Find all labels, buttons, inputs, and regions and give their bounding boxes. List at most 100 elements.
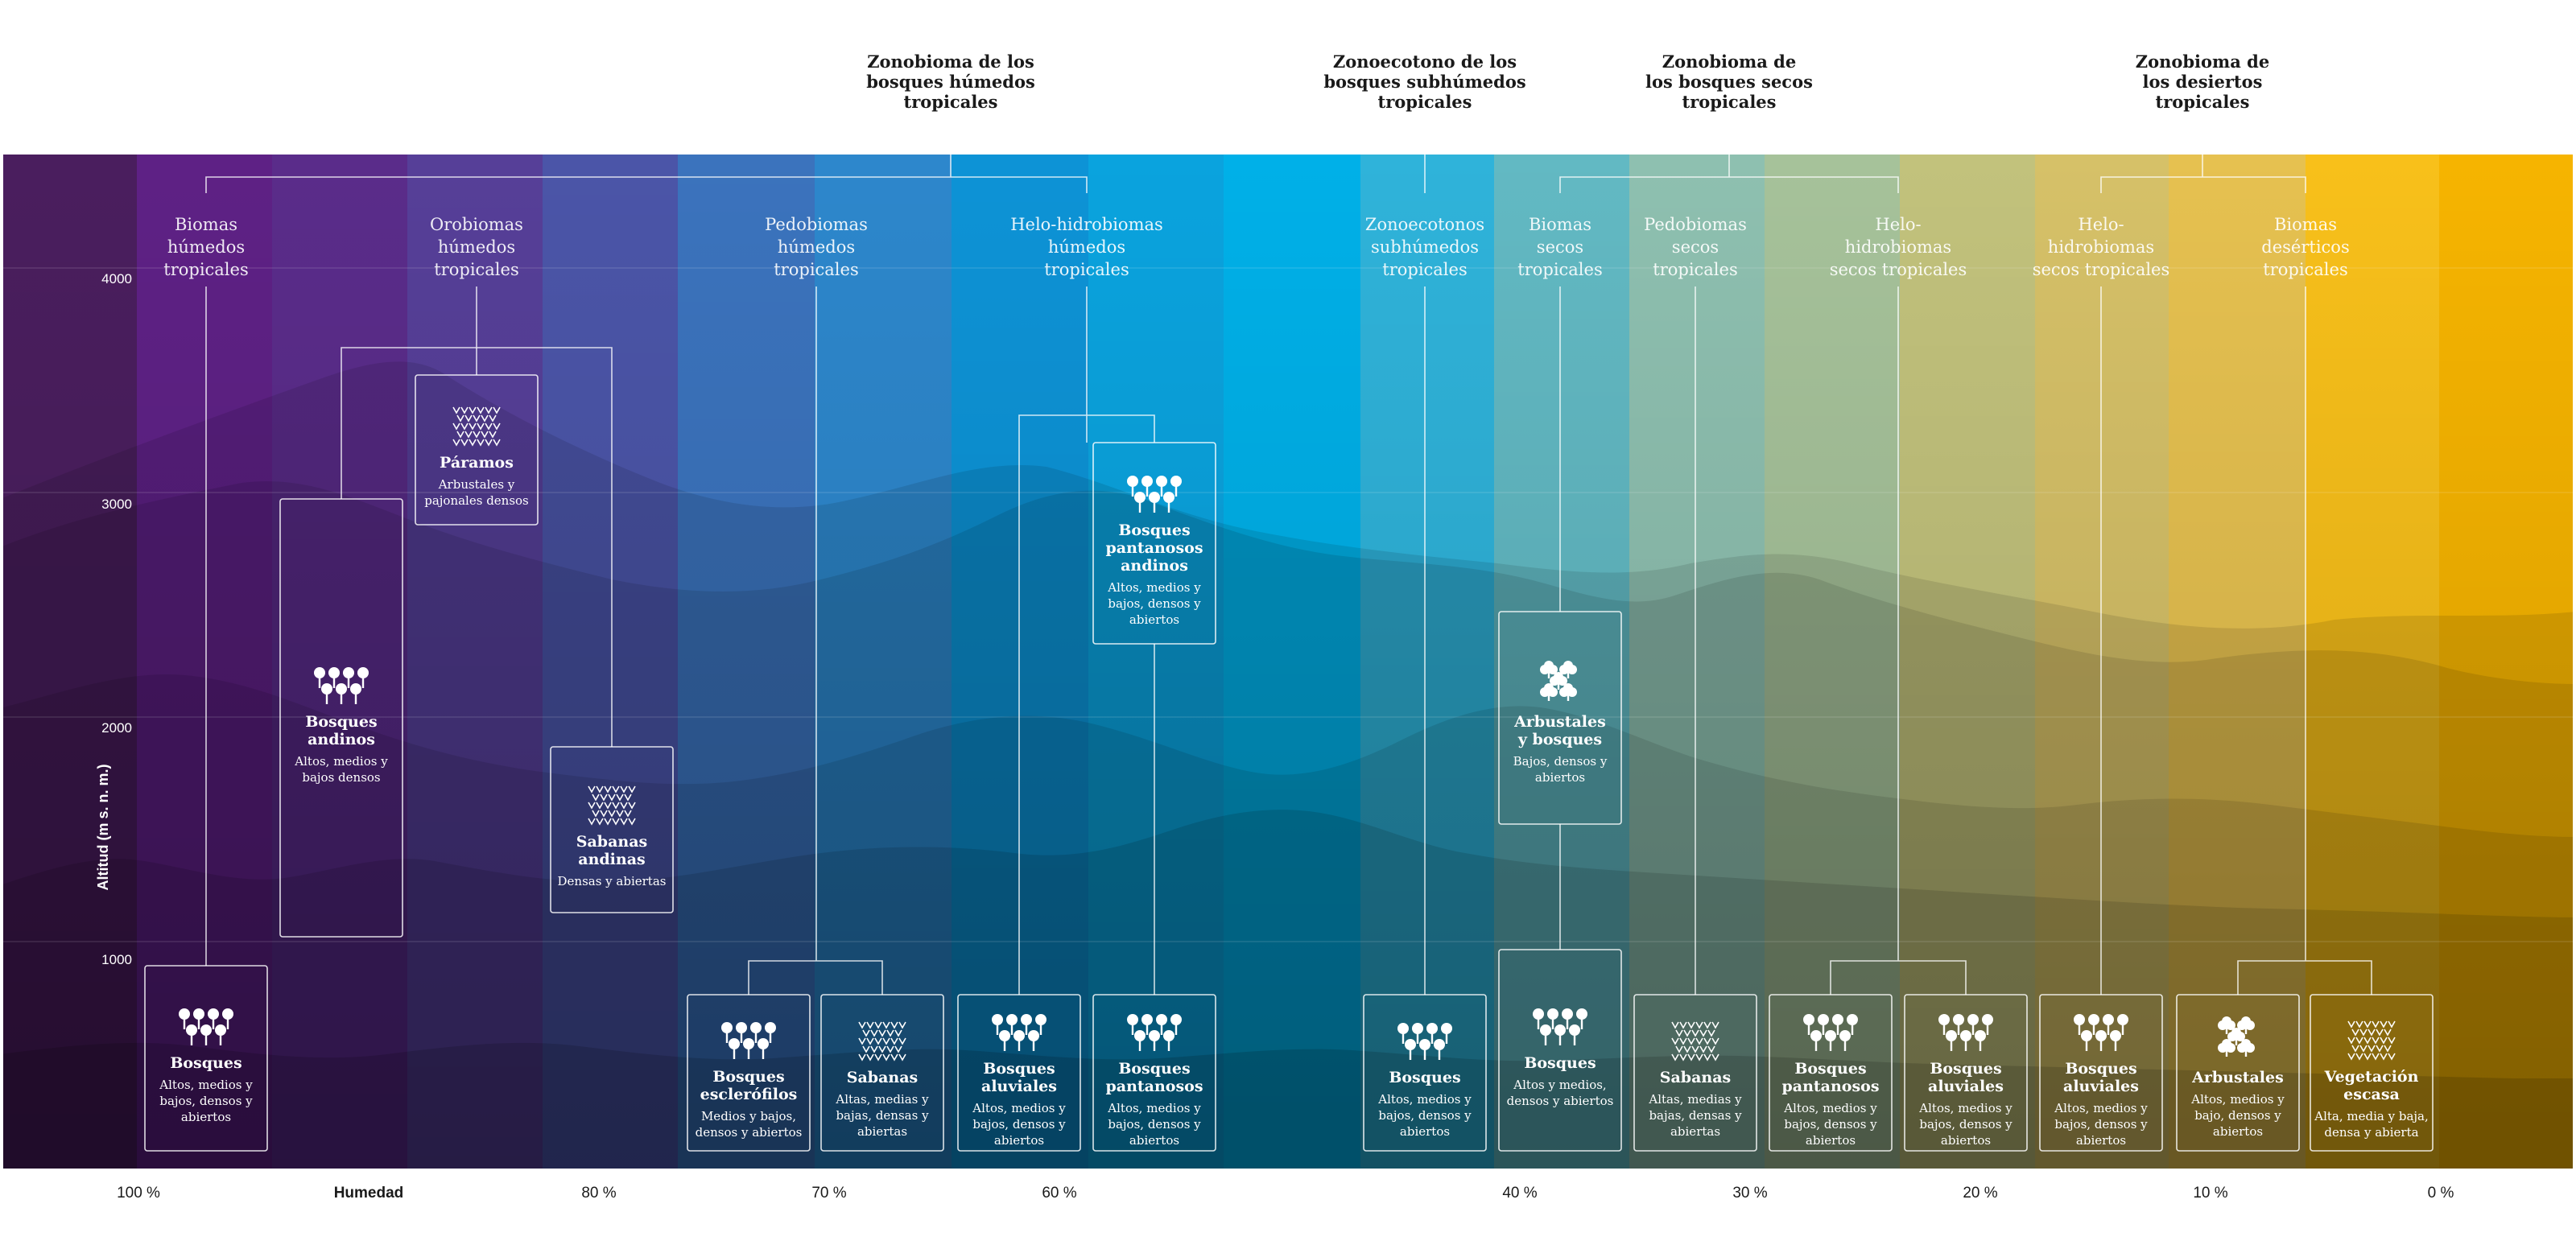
altitude-tick-3000: 3000: [101, 497, 132, 512]
zonobioma-title-line: tropicales: [1682, 92, 1777, 112]
vegetation-box-title-line: Bosques: [712, 1068, 784, 1086]
vegetation-box-desc-line: abiertos: [1400, 1124, 1450, 1139]
zonobioma-title-line: Zonoecotono de los: [1333, 52, 1517, 72]
bioma-label-line: tropicales: [774, 260, 858, 279]
connector-line: [1830, 286, 1967, 995]
vegetation-box-title-line: Arbustales: [2191, 1069, 2284, 1086]
mountain-layer-2: [3, 481, 2573, 1169]
bioma-label-line: Pedobiomas: [1644, 215, 1747, 234]
vegetation-box-frame: [1633, 994, 1757, 1152]
bioma-label-line: secos tropicales: [2033, 260, 2170, 279]
vegetation-box-title-line: Bosques: [1118, 521, 1190, 539]
mountain-layer-5: [3, 1042, 2573, 1169]
tree-icon: [179, 1008, 233, 1045]
bioma-label-line: Biomas: [175, 215, 237, 234]
vegetation-box-title-line: Páramos: [440, 454, 514, 472]
vegetation-box-title: Bosques: [170, 1054, 242, 1072]
bioma-label-line: húmedos: [1048, 237, 1125, 257]
vegetation-box-desc-line: abiertos: [2076, 1133, 2126, 1148]
zonobioma-title-line: Zonobioma de: [1662, 52, 1796, 72]
bioma-label-line: húmedos: [778, 237, 855, 257]
connector-line: [748, 286, 883, 995]
vegetation-box-desc-line: densos y abiertos: [1507, 1094, 1614, 1108]
vegetation-box-title-line: andinos: [308, 731, 375, 748]
vegetation-box-title: Bosques aluviales: [1928, 1060, 2004, 1095]
vegetation-box: Vegetación escasa Alta, media y baja, densa…: [2310, 994, 2434, 1152]
vegetation-box-desc-line: bajos densos: [302, 770, 380, 785]
vegetation-box-frame: [1498, 949, 1622, 1152]
vegetation-box-title-line: Bosques: [1118, 1060, 1190, 1078]
bioma-label-line: secos: [1537, 237, 1583, 257]
bioma-label-line: tropicales: [1517, 260, 1602, 279]
shrub-icon: [1540, 661, 1577, 701]
vegetation-box-title: Sabanas andinas: [576, 833, 647, 868]
vegetation-box-frame: [820, 994, 944, 1152]
vegetation-box-desc-line: bajas, densas y: [1649, 1108, 1742, 1123]
vegetation-box-desc: Altos, medios y bajos, densos y abiertos: [972, 1101, 1066, 1148]
bioma-label-line: subhúmedos: [1371, 237, 1479, 257]
vegetation-box-desc-line: abiertos: [1941, 1133, 1991, 1148]
vegetation-box-desc: Altos, medios y bajos, densos y abiertos: [1107, 580, 1201, 627]
vegetation-box: Bosques pantanosos Altos, medios y bajos, d…: [1769, 994, 1893, 1152]
vegetation-box-frame: [2176, 994, 2300, 1152]
zonobioma-title-line: los desiertos: [2143, 72, 2263, 92]
vegetation-box-title: Bosques pantanosos andinos: [1105, 521, 1203, 575]
bioma-label-line: Biomas: [2274, 215, 2337, 234]
zonobioma-title-line: bosques húmedos: [866, 72, 1035, 92]
vegetation-box-frame: [1363, 994, 1487, 1152]
bioma-label: Orobiomas húmedos tropicales: [430, 215, 523, 279]
zonobioma-title-line: bosques subhúmedos: [1323, 72, 1525, 92]
vegetation-box-desc-line: abiertos: [181, 1110, 231, 1124]
vegetation-box: Bosques Altos, medios y bajos, densos y abi…: [1363, 994, 1487, 1152]
grass-icon: [858, 1021, 906, 1061]
vegetation-box-title-line: aluviales: [981, 1078, 1057, 1095]
vegetation-box-title-line: Bosques: [2065, 1060, 2136, 1078]
vegetation-box-title-line: Sabanas: [1660, 1069, 1731, 1086]
vegetation-box-desc: Medios y bajos, densos y abiertos: [696, 1109, 803, 1140]
vegetation-box: Bosques andinos Altos, medios y bajos denso…: [279, 498, 403, 938]
vegetation-box-title-line: Bosques: [1930, 1060, 2001, 1078]
vegetation-box-title-line: escasa: [2343, 1086, 2400, 1103]
vegetation-box-title-line: aluviales: [1928, 1078, 2004, 1095]
tree-icon: [1127, 1014, 1182, 1051]
tree-icon: [1127, 476, 1182, 513]
vegetation-box-title-line: Arbustales: [1513, 713, 1606, 731]
altitude-tick-2000: 2000: [101, 720, 132, 736]
bioma-label: Pedobiomas secos tropicales: [1644, 215, 1747, 279]
vegetation-box-desc: Densas y abiertas: [558, 874, 667, 888]
vegetation-box-title: Vegetación escasa: [2324, 1068, 2419, 1103]
vegetation-box-desc-line: bajos, densos y: [1108, 1117, 1201, 1132]
zonobioma-title: Zonobioma de los bosques húmedos tropicale…: [866, 52, 1035, 112]
vegetation-box-title: Sabanas: [847, 1069, 918, 1086]
vegetation-box-title-line: pantanosos: [1781, 1078, 1879, 1095]
vegetation-box-desc-line: Alta, media y baja,: [2314, 1109, 2429, 1123]
bioma-label: Helo-hidrobiomas secos tropicales: [2033, 215, 2170, 279]
vegetation-box-desc: Alta, media y baja, densa y abierta: [2314, 1109, 2429, 1140]
grass-icon: [452, 406, 501, 447]
connector-line: [205, 135, 1088, 193]
zonobioma-titles: Zonobioma de los bosques húmedos tropicale…: [866, 52, 2269, 112]
vegetation-box-title-line: andinas: [578, 851, 645, 868]
vegetation-box: Bosques aluviales Altos, medios y bajos, de…: [2039, 994, 2163, 1152]
vegetation-box-desc-line: Medios y bajos,: [701, 1109, 796, 1123]
vegetation-box-frame: [687, 994, 811, 1152]
bioma-label: Biomas desérticos tropicales: [2261, 215, 2349, 279]
vegetation-box-title-line: esclerófilos: [700, 1086, 798, 1103]
vegetation-box-desc: Altos, medios y bajos, densos y abiertos: [159, 1078, 253, 1124]
vegetation-box-desc-line: abiertos: [1129, 612, 1179, 627]
vegetation-box-title: Bosques pantanosos: [1105, 1060, 1203, 1095]
vegetation-box-desc: Altos, medios y bajos, densos y abiertos: [2054, 1101, 2148, 1148]
tree-icon: [1803, 1014, 1858, 1051]
tree-icon: [992, 1014, 1046, 1051]
vegetation-box-title: Bosques aluviales: [981, 1060, 1057, 1095]
vegetation-box-desc-line: abiertas: [857, 1124, 907, 1139]
vegetation-box-desc-line: Arbustales y: [438, 477, 515, 492]
humidity-tick-30: 30 %: [1732, 1185, 1767, 1202]
vegetation-box-desc: Altas, medias y bajas, densas y abiertas: [835, 1092, 929, 1139]
vegetation-box-frame: [1092, 994, 1216, 1152]
tree-icon: [1938, 1014, 1993, 1051]
grass-icon: [588, 785, 636, 826]
vegetation-box: Sabanas Altas, medias y bajas, densas y abi…: [1633, 994, 1757, 1152]
